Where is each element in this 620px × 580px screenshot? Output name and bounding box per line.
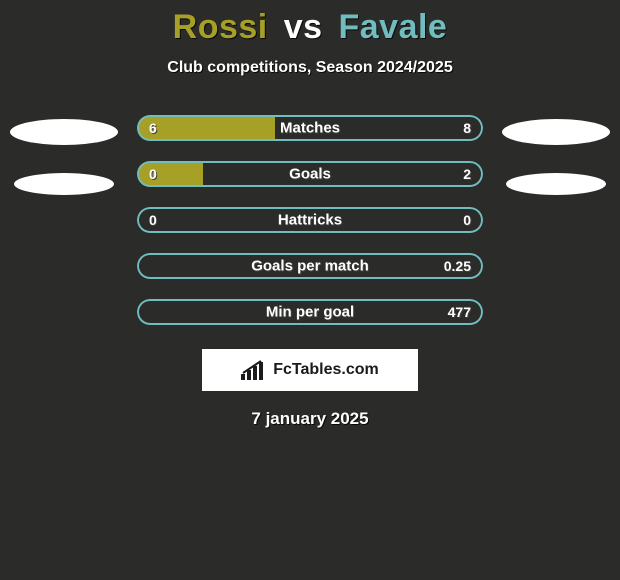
stat-bar: Goals 0 2 [137,161,483,187]
stat-bar-fill [137,115,275,141]
attribution-badge: FcTables.com [202,349,418,391]
stat-bar-label: Goals [289,166,331,183]
stat-bar-label: Matches [280,120,340,137]
page-title: Rossi vs Favale [0,8,620,47]
left-ellipse-1 [10,119,118,145]
stat-bar-label: Min per goal [266,304,354,321]
date-text: 7 january 2025 [0,409,620,429]
left-ellipse-2 [14,173,114,195]
stat-bar-value-left: 6 [149,120,157,136]
stat-bar: Goals per match 0.25 [137,253,483,279]
stat-bar: Matches 6 8 [137,115,483,141]
right-ellipse-1 [502,119,610,145]
stat-bar-value-right: 0 [463,212,471,228]
stat-bar-value-right: 0.25 [444,258,471,274]
subtitle: Club competitions, Season 2024/2025 [0,59,620,77]
stat-bar-label: Goals per match [251,258,369,275]
stat-bar-label: Hattricks [278,212,342,229]
stat-bar-value-right: 477 [448,304,471,320]
vs-text: vs [284,8,323,46]
player2-name: Favale [338,8,447,46]
stat-bar-value-right: 2 [463,166,471,182]
stat-bar: Hattricks 0 0 [137,207,483,233]
content-row: Matches 6 8 Goals 0 2 Hattricks 0 0 Goals per mat… [0,115,620,325]
stat-bar-value-left: 0 [149,166,157,182]
right-ellipse-2 [506,173,606,195]
stat-bar-fill [137,161,203,187]
player1-name: Rossi [173,8,268,46]
bars-icon [241,360,267,380]
stat-bars: Matches 6 8 Goals 0 2 Hattricks 0 0 Goals per mat… [137,115,483,325]
stat-bar-value-right: 8 [463,120,471,136]
right-portrait-column [501,115,611,195]
attribution-text: FcTables.com [273,361,379,379]
stat-bar-value-left: 0 [149,212,157,228]
comparison-infographic: Rossi vs Favale Club competitions, Seaso… [0,0,620,580]
stat-bar: Min per goal 477 [137,299,483,325]
left-portrait-column [9,115,119,195]
